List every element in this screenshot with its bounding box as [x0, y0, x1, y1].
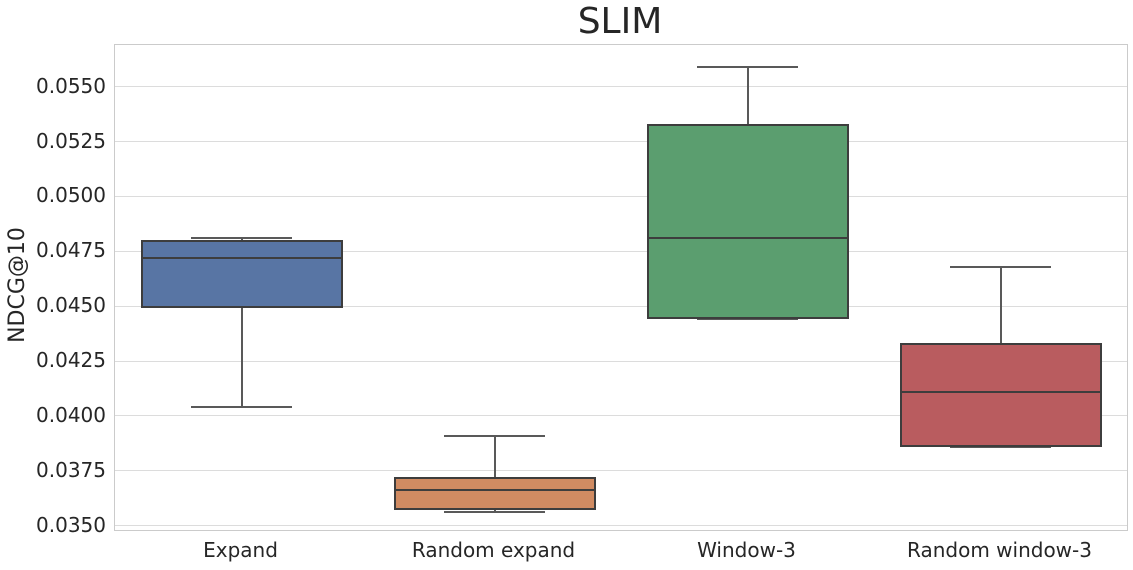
y-tick-label-0.0375: 0.0375	[36, 457, 106, 482]
x-tick-label-random-expand: Random expand	[411, 538, 576, 562]
chart-title: SLIM	[577, 1, 663, 42]
whisker-cap-lower-random-window-3	[950, 445, 1051, 448]
whisker-cap-lower-window-3	[697, 318, 798, 321]
gridline-0.0550	[115, 86, 1127, 88]
median-random-window-3	[899, 390, 1102, 393]
whisker-upper-random-expand	[493, 435, 496, 478]
whisker-cap-upper-random-window-3	[950, 265, 1051, 268]
gridline-0.0475	[115, 250, 1127, 252]
box-expand	[140, 240, 343, 309]
whisker-lower-expand	[240, 308, 243, 408]
median-random-expand	[393, 489, 596, 492]
whisker-upper-expand	[240, 238, 243, 241]
whisker-cap-upper-expand	[191, 237, 292, 240]
y-tick-label-0.0450: 0.0450	[36, 293, 106, 318]
x-tick-label-expand: Expand	[203, 538, 278, 562]
median-expand	[140, 256, 343, 259]
plot-area	[114, 44, 1128, 531]
whisker-upper-random-window-3	[999, 266, 1002, 344]
x-tick-label-window-3: Window-3	[697, 538, 796, 562]
whisker-cap-lower-random-expand	[444, 511, 545, 514]
gridline-0.0350	[115, 525, 1127, 527]
whisker-cap-upper-window-3	[697, 65, 798, 68]
x-tick-label-random-window-3: Random window-3	[907, 538, 1092, 562]
gridline-0.0425	[115, 360, 1127, 362]
whisker-lower-random-expand	[493, 510, 496, 513]
y-tick-label-0.0425: 0.0425	[36, 348, 106, 373]
whisker-cap-upper-random-expand	[444, 434, 545, 437]
gridline-0.0500	[115, 195, 1127, 197]
y-tick-label-0.0550: 0.0550	[36, 73, 106, 98]
gridline-0.0525	[115, 141, 1127, 143]
box-random-window-3	[899, 343, 1102, 447]
gridline-0.0400	[115, 415, 1127, 417]
whisker-cap-lower-expand	[191, 406, 292, 409]
y-tick-label-0.0525: 0.0525	[36, 128, 106, 153]
y-tick-label-0.0475: 0.0475	[36, 238, 106, 263]
box-random-expand	[393, 477, 596, 511]
gridline-0.0375	[115, 470, 1127, 472]
y-tick-label-0.0500: 0.0500	[36, 183, 106, 208]
gridline-0.0450	[115, 305, 1127, 307]
box-window-3	[646, 124, 849, 320]
whisker-upper-window-3	[746, 66, 749, 124]
y-tick-label-0.0400: 0.0400	[36, 402, 106, 427]
median-window-3	[646, 237, 849, 240]
y-tick-label-0.0350: 0.0350	[36, 512, 106, 537]
